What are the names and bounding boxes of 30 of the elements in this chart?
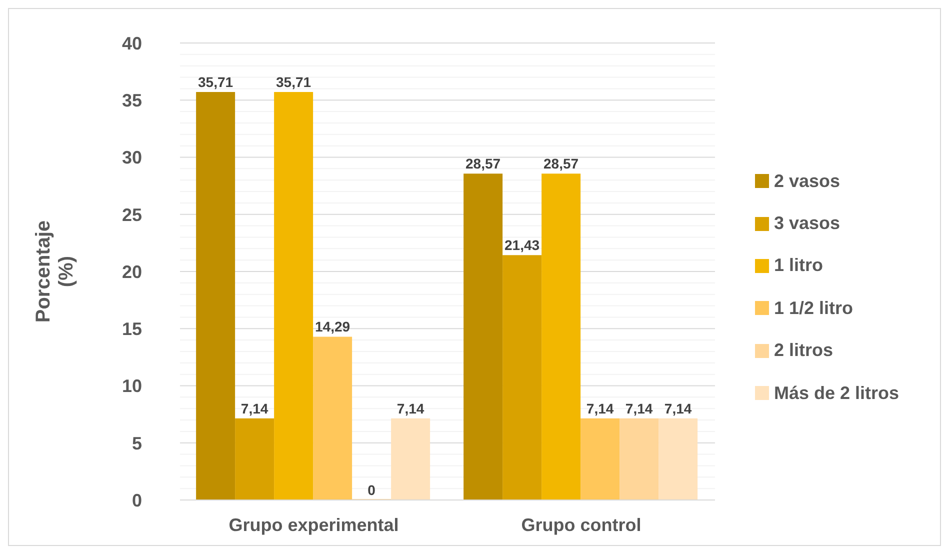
y-tick-label: 20 xyxy=(122,262,142,282)
y-tick-label: 0 xyxy=(132,490,142,510)
legend-label: Más de 2 litros xyxy=(774,382,900,404)
legend-label: 3 vasos xyxy=(774,213,840,234)
x-tick-label: Grupo experimental xyxy=(228,514,399,535)
legend-label: 2 vasos xyxy=(774,170,840,192)
y-tick-label: 15 xyxy=(122,319,142,340)
data-label: 35,71 xyxy=(198,74,234,90)
data-label: 7,14 xyxy=(625,400,653,416)
data-label: 7,14 xyxy=(586,400,614,416)
data-label: 28,57 xyxy=(466,156,501,172)
x-tick-label: Grupo control xyxy=(521,514,642,535)
data-label: 28,57 xyxy=(544,156,579,172)
data-label: 7,14 xyxy=(664,400,692,416)
y-tick-label: 35 xyxy=(122,90,142,111)
y-tick-label: 30 xyxy=(122,148,142,168)
y-tick-label: 5 xyxy=(132,433,142,454)
data-label: 21,43 xyxy=(504,237,540,254)
data-label: 0 xyxy=(368,482,376,498)
y-tick-label: 40 xyxy=(122,33,142,54)
legend-label: 1 litro xyxy=(774,255,824,276)
data-label: 7,14 xyxy=(396,400,424,416)
y-tick-label: 25 xyxy=(122,204,142,225)
y-axis-title: Porcentaje (%) xyxy=(32,220,78,323)
y-tick-label: 10 xyxy=(122,376,142,396)
legend-label: 2 litros xyxy=(774,340,834,362)
data-label: 7,14 xyxy=(240,400,268,416)
data-label: 14,29 xyxy=(315,318,350,335)
data-label: 35,71 xyxy=(276,74,312,90)
legend-label: 1 1/2 litro xyxy=(774,298,854,319)
